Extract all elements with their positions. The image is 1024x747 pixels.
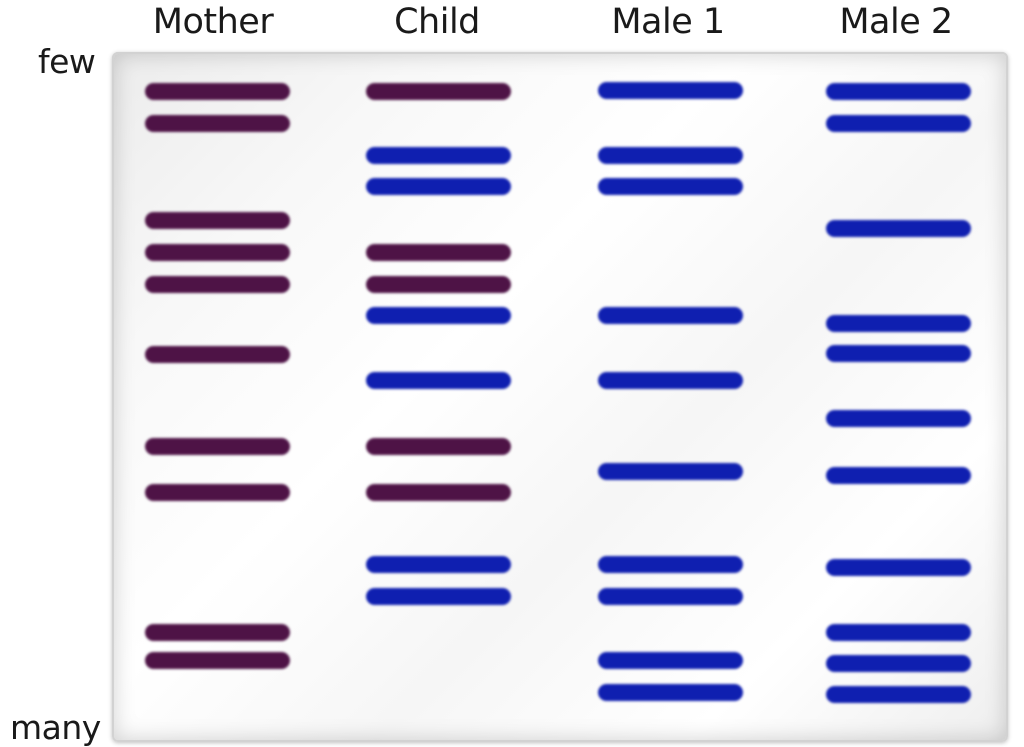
band-mother-5 (145, 276, 290, 293)
band-mother-10 (145, 652, 290, 669)
band-mother-1 (145, 83, 290, 100)
band-male-2-6 (826, 410, 971, 427)
band-child-5 (366, 276, 511, 293)
band-male-1-5 (598, 372, 743, 389)
band-mother-7 (145, 438, 290, 455)
band-child-11 (366, 588, 511, 605)
band-male-1-6 (598, 463, 743, 480)
band-male-2-5 (826, 345, 971, 362)
band-child-1 (366, 83, 511, 100)
band-male-1-3 (598, 178, 743, 195)
band-male-2-10 (826, 655, 971, 672)
band-child-10 (366, 556, 511, 573)
band-mother-9 (145, 624, 290, 641)
band-mother-4 (145, 244, 290, 261)
axis-label-many: many (10, 708, 101, 747)
band-child-8 (366, 438, 511, 455)
band-male-1-8 (598, 588, 743, 605)
lane-label-male-2: Male 2 (839, 2, 953, 42)
band-male-2-9 (826, 624, 971, 641)
band-male-1-7 (598, 556, 743, 573)
lane-label-mother: Mother (152, 2, 274, 42)
band-child-6 (366, 307, 511, 324)
band-male-2-3 (826, 220, 971, 237)
band-male-2-4 (826, 315, 971, 332)
band-male-2-1 (826, 83, 971, 100)
band-mother-6 (145, 346, 290, 363)
band-male-2-2 (826, 115, 971, 132)
band-child-3 (366, 178, 511, 195)
band-male-1-4 (598, 307, 743, 324)
band-child-9 (366, 484, 511, 501)
band-child-7 (366, 372, 511, 389)
band-male-2-8 (826, 559, 971, 576)
band-mother-3 (145, 212, 290, 229)
axis-label-few: few (38, 42, 96, 81)
band-male-2-7 (826, 467, 971, 484)
lane-label-male-1: Male 1 (611, 2, 725, 42)
band-male-1-1 (598, 82, 743, 99)
lane-label-child: Child (394, 2, 480, 42)
band-child-4 (366, 244, 511, 261)
band-mother-8 (145, 484, 290, 501)
band-male-2-11 (826, 686, 971, 703)
band-mother-2 (145, 115, 290, 132)
band-male-1-10 (598, 684, 743, 701)
band-male-1-2 (598, 147, 743, 164)
band-male-1-9 (598, 652, 743, 669)
band-child-2 (366, 147, 511, 164)
